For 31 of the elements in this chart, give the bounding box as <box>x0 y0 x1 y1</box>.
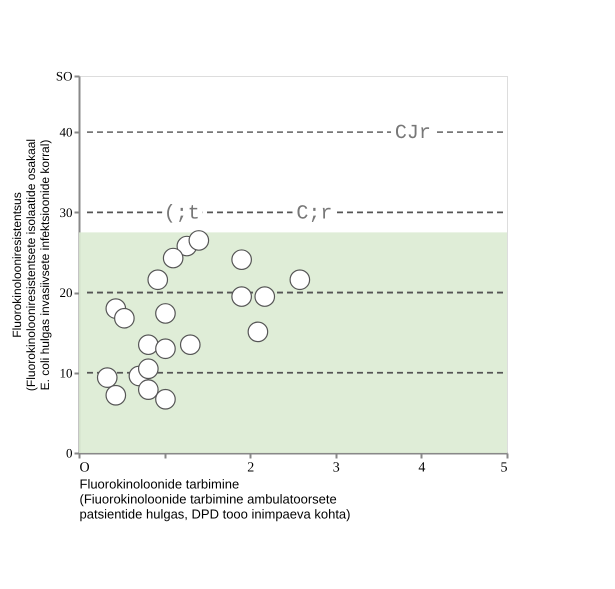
x-axis-title: Fluorokinoloonide tarbimine (Fiuorokinoloonide tarbimine ambulatoorsete patsientide hulgas, DPD tooo inimpaeva kohta) <box>80 476 350 522</box>
point <box>162 248 184 268</box>
point <box>231 249 252 270</box>
y-tick-label: 0 <box>66 446 72 460</box>
y-tick-label: SO <box>56 68 72 84</box>
y-tick-label: 30 <box>60 204 72 220</box>
point <box>105 384 126 406</box>
y-tick-label: 10 <box>60 365 72 380</box>
point <box>231 286 252 307</box>
x-tick-label: 4 <box>418 460 426 476</box>
x-tick-label: O <box>80 460 90 476</box>
point <box>188 230 210 251</box>
point <box>155 303 176 324</box>
point <box>147 269 168 290</box>
y-tick-label: 40 <box>60 124 72 140</box>
point <box>138 358 159 380</box>
point <box>138 334 159 356</box>
point <box>155 388 176 410</box>
point <box>155 338 176 360</box>
point <box>138 379 159 400</box>
x-tick-label: 2 <box>247 460 254 476</box>
point <box>180 334 201 356</box>
point <box>96 367 118 388</box>
y-tick-label: 20 <box>60 285 72 300</box>
y-axis-title: Fluorokinolooniresistentsus (Fluorokinolooniresistentsete isolaatide osakaal E. coli hulgas invasiivsete infektsioonide korral) <box>10 138 52 392</box>
point <box>114 308 135 329</box>
x-tick-label: 3 <box>332 460 340 476</box>
point <box>290 269 310 290</box>
x-tick-label: 5 <box>500 460 508 476</box>
point <box>248 322 268 342</box>
point <box>254 286 276 307</box>
